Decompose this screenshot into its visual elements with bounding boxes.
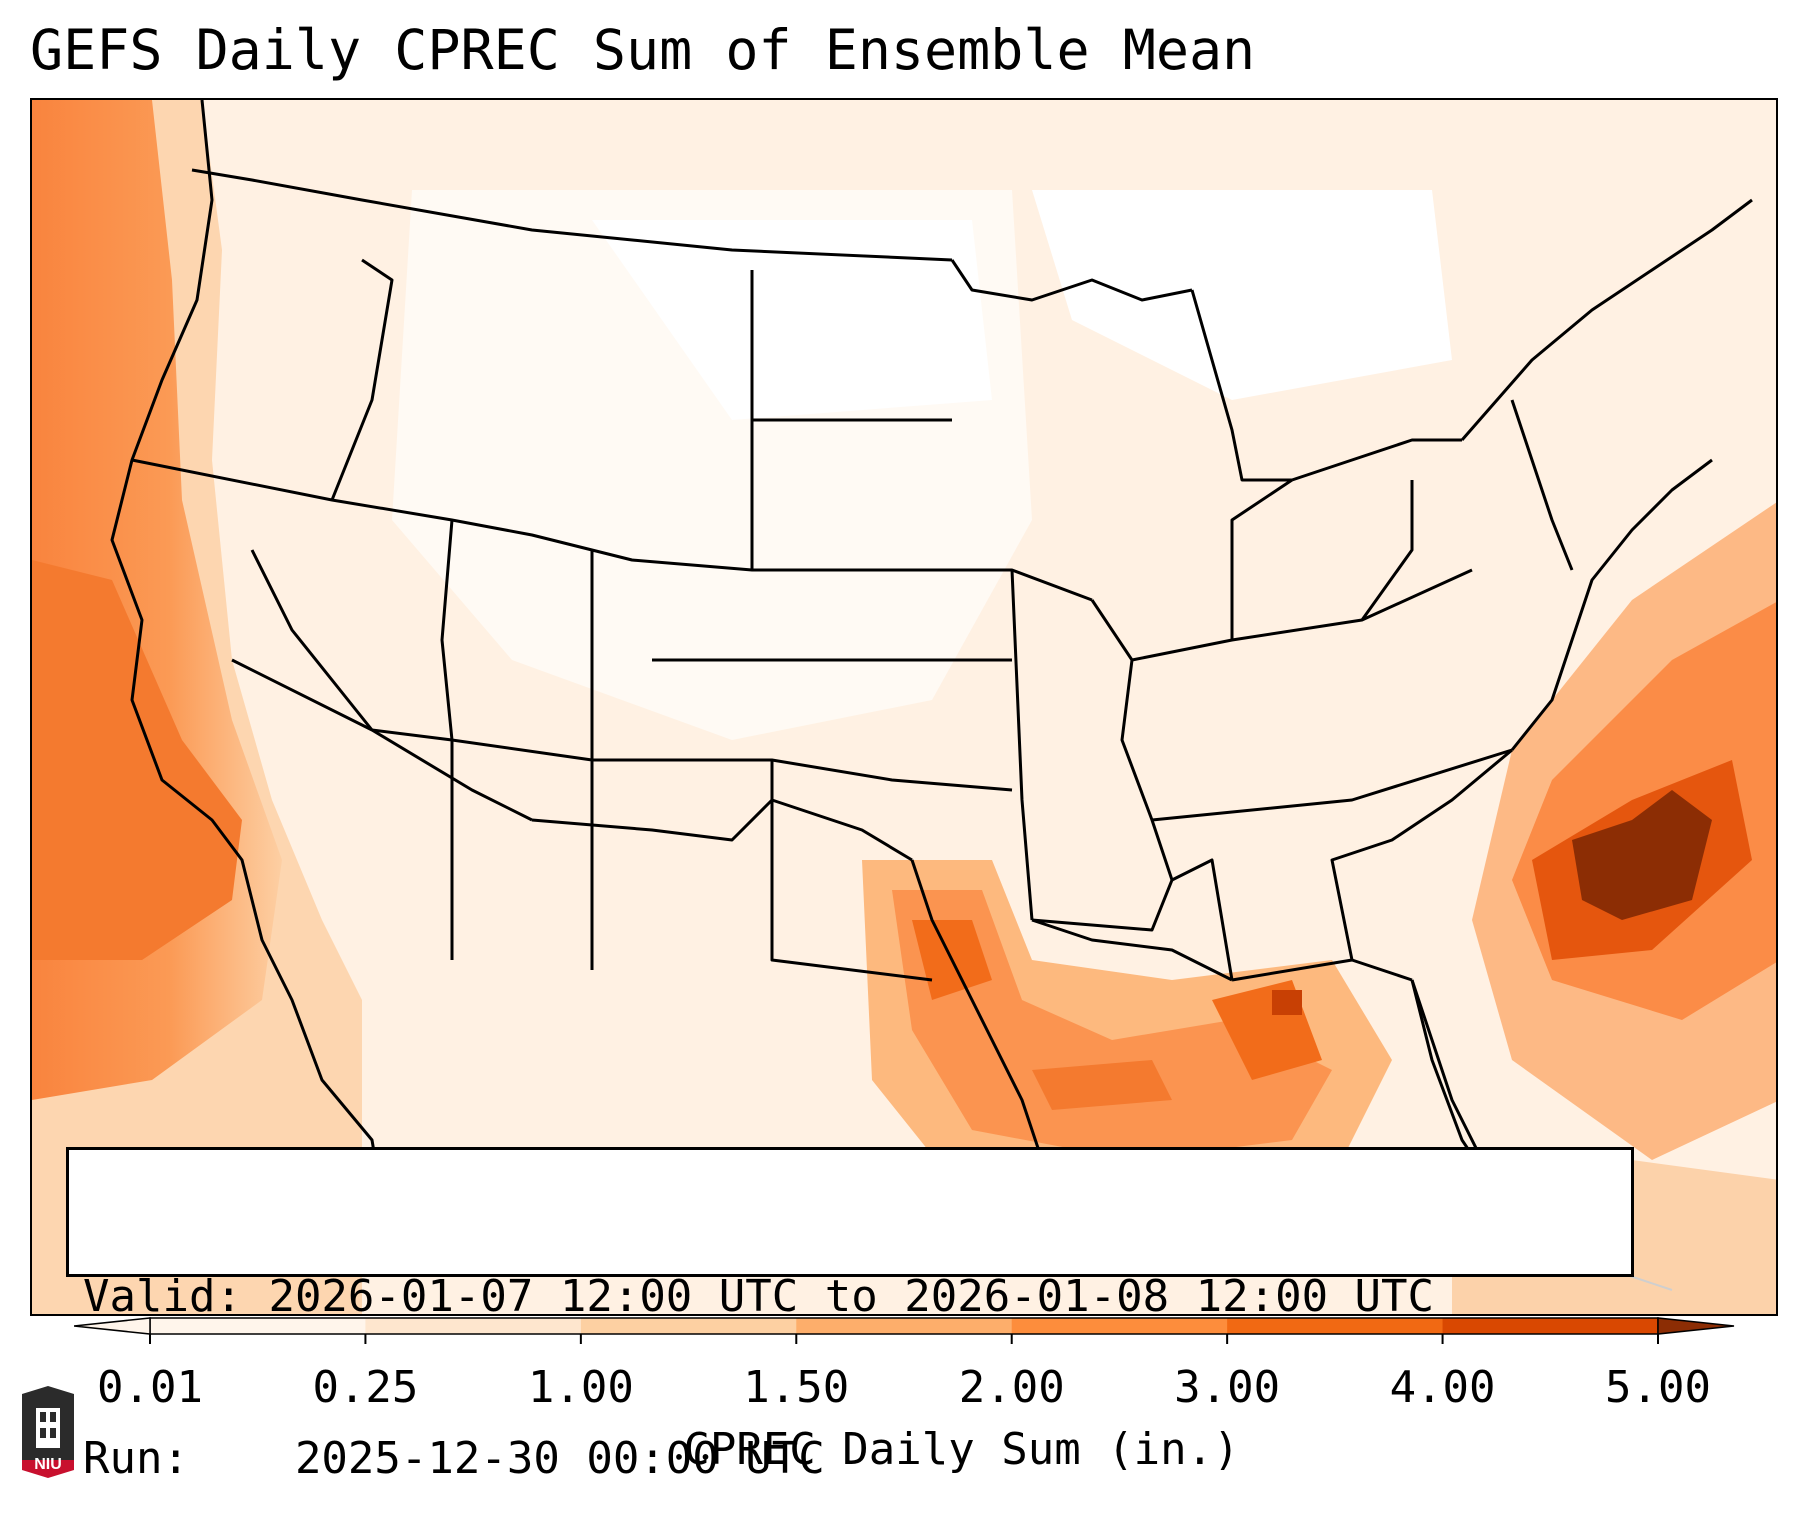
colorbar-segment: [796, 1318, 1013, 1334]
indiana-ohio-border: [1230, 478, 1293, 640]
canada-border-west: [191, 168, 953, 262]
texas-coast: [910, 859, 1044, 1161]
niu-logo-mark: [22, 1386, 74, 1478]
mexico-border-west: [531, 798, 913, 862]
precip-gulf-band: [892, 890, 1332, 1160]
new-england-border: [1510, 399, 1574, 571]
mississippi-river: [1090, 599, 1174, 881]
colorbar-tick-label: 5.00: [1605, 1362, 1711, 1413]
idaho-border: [330, 258, 394, 501]
map-panel: [30, 98, 1778, 1316]
east-coastline: [1510, 458, 1713, 751]
run-row: Run: 2025-12-30 00:00 UTC: [83, 1432, 1617, 1486]
logo-text: NIU: [34, 1456, 62, 1473]
valid-row: Valid: 2026-01-07 12:00 UTC to 2026-01-0…: [83, 1270, 1617, 1324]
texas-pan-border: [770, 760, 933, 982]
tn-nc-border: [1151, 748, 1513, 822]
run-label: Run:: [83, 1433, 189, 1484]
colorbar-segment: [365, 1318, 582, 1334]
mo-ar-border: [1010, 569, 1034, 921]
colorbar-tick-label: 3.00: [1174, 1362, 1281, 1413]
nevada-ne-border: [250, 549, 374, 731]
valid-range: 2026-01-07 12:00 UTC to 2026-01-08 12:00…: [268, 1271, 1435, 1322]
colorbar-ticks: [149, 1334, 1659, 1344]
ga-sc-border: [1330, 748, 1513, 961]
map-title: GEFS Daily CPREC Sum of Ensemble Mean: [30, 18, 1256, 82]
state-borders: [110, 100, 1753, 1251]
lake-erie-ontario: [1291, 438, 1462, 482]
colorbar: [74, 1317, 1735, 1344]
colorbar-tick-label: 1.50: [743, 1362, 850, 1413]
us-west-coastline: [110, 100, 394, 1251]
precip-atlantic-max: [1572, 790, 1712, 920]
colorbar-segments: [149, 1317, 1659, 1335]
utah-az-border: [440, 519, 454, 960]
precip-west-core: [32, 560, 242, 960]
wv-pa-border: [1360, 480, 1414, 621]
colorbar-segment: [580, 1318, 797, 1334]
colorbar-tick-label: 0.01: [97, 1362, 203, 1413]
colorbar-tick-label: 2.00: [958, 1362, 1065, 1413]
colorbar-tick-label: 4.00: [1389, 1362, 1496, 1413]
la-ms-border: [1031, 879, 1174, 932]
ky-va-border: [1131, 568, 1473, 662]
colorbar-segment: [1442, 1318, 1659, 1334]
colorbar-tick-label: 0.25: [312, 1362, 419, 1413]
valid-run-box: Valid: 2026-01-07 12:00 UTC to 2026-01-0…: [66, 1147, 1634, 1484]
colorbar-tick-label: 1.00: [527, 1362, 634, 1413]
colorbar-max-extension: [1657, 1317, 1735, 1335]
colorbar-label: CPREC Daily Sum (in.): [683, 1424, 1240, 1475]
florida-west-coast: [1410, 979, 1494, 1181]
michigan-outline: [1190, 289, 1292, 482]
precip-zero-north: [592, 220, 992, 420]
nevada-sw-border: [231, 658, 533, 822]
valid-label: Valid:: [83, 1271, 242, 1322]
canada-border-east: [1460, 198, 1753, 441]
border-row-3: [371, 728, 1013, 792]
precip-map: [32, 100, 1776, 1314]
ms-al-border: [1171, 858, 1234, 981]
run-time: 2025-12-30 00:00 UTC: [294, 1433, 825, 1484]
border-row-1: [131, 458, 1093, 602]
colorbar-min-extension: [74, 1317, 151, 1335]
gulf-coast-central: [1031, 918, 1233, 982]
colorbar-segment: [150, 1318, 366, 1334]
precip-zero-canada: [1032, 190, 1452, 400]
canada-border-lakes: [950, 259, 1193, 302]
colorbar-segment: [1227, 1318, 1444, 1334]
precip-gulf-max: [1272, 990, 1302, 1015]
niu-logo: NIU: [20, 1386, 76, 1478]
colorbar-segment: [1011, 1318, 1228, 1334]
precip-gulf-core-south: [1032, 1060, 1172, 1110]
